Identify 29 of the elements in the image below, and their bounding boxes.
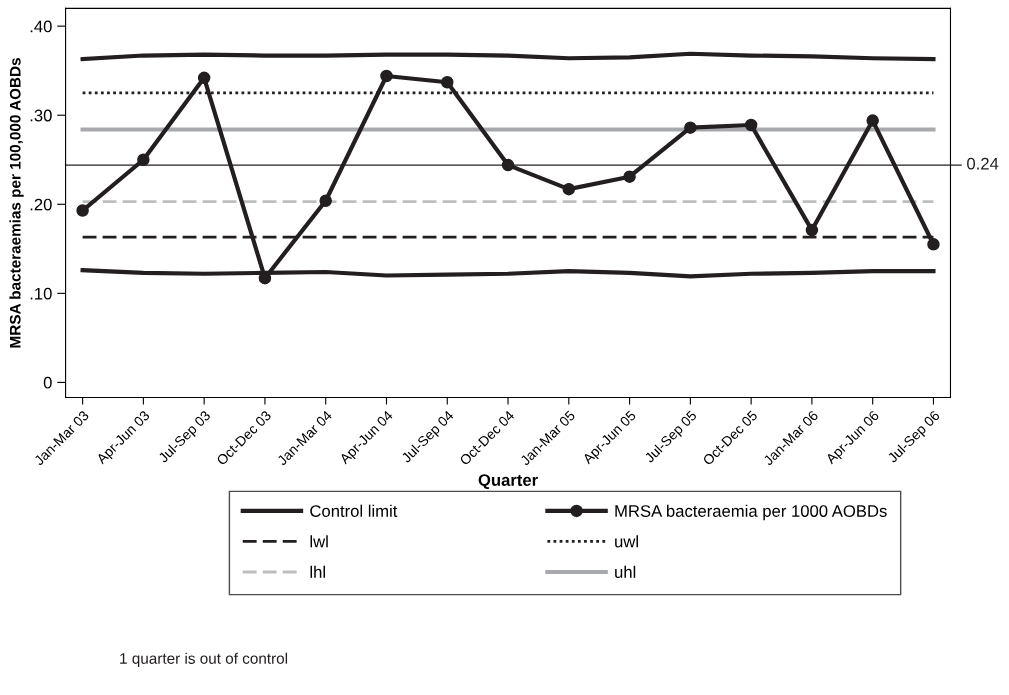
point [684, 121, 697, 134]
y-axis-title: MRSA bacteraemias per 100,000 AOBDs [9, 58, 24, 348]
point [562, 182, 576, 196]
point [197, 71, 211, 85]
point [501, 158, 515, 172]
point [927, 238, 940, 251]
y-tick-label: .40 [30, 20, 52, 33]
point [623, 170, 636, 183]
text: 1 quarter is out of control [120, 652, 288, 667]
y-tick-label: .20 [30, 198, 52, 211]
y-tick-label: .10 [30, 287, 52, 300]
point [441, 76, 454, 89]
point [137, 153, 150, 166]
legend-label: lwl [310, 535, 328, 548]
y-tick-label: 0 [43, 376, 52, 389]
point [866, 114, 879, 127]
legend-label: MRSA bacteraemia per 1000 AOBDs [615, 504, 887, 521]
point [76, 204, 89, 217]
point [805, 223, 819, 237]
y-tick-label: .30 [30, 109, 52, 122]
legend-label: lhl [310, 565, 325, 578]
legend-label: Control limit [310, 504, 398, 517]
point [380, 69, 393, 83]
legend-label: uwl [615, 535, 638, 548]
x-axis-title: Quarter [478, 474, 538, 490]
ref-line-label: 0.24 [967, 157, 999, 170]
legend-label: uhl [615, 565, 636, 579]
point [744, 118, 758, 132]
point [319, 194, 332, 207]
